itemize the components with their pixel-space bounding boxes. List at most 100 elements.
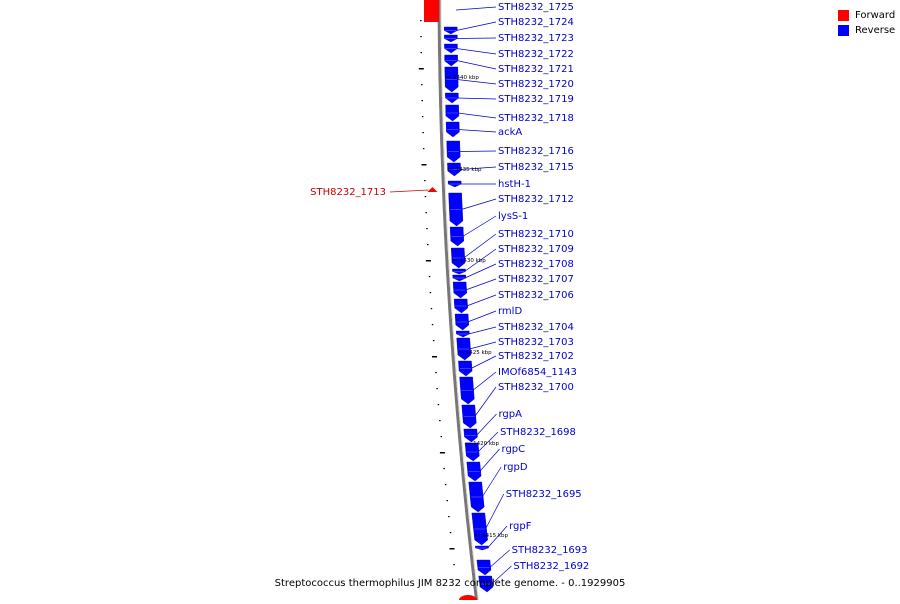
legend-item-forward: Forward [838,8,895,23]
gene-label-leader [389,189,429,193]
gene-label[interactable]: STH8232_1721 [498,64,574,75]
genome-backbone [437,0,478,601]
gene-label[interactable]: IMOf6854_1143 [498,367,577,378]
gene-label[interactable]: STH8232_1719 [498,94,574,105]
gene-label[interactable]: STH8232_1700 [498,382,574,393]
scale-label: 1415 kbp [482,533,508,539]
gene-label[interactable]: STH8232_1693 [512,545,588,556]
scale-label: 1435 kbp [456,167,482,173]
gene-label[interactable]: STH8232_1707 [498,274,574,285]
gene-label[interactable]: STH8232_1692 [513,561,589,572]
gene-label[interactable]: STH8232_1718 [498,113,574,124]
gene-label[interactable]: rmlD [498,306,522,317]
ruler-major-tick [418,68,424,70]
gene-label-leader [463,233,497,259]
ruler-minor-tick [429,292,432,294]
ruler-minor-tick [437,404,440,406]
gene-label-leader [456,37,497,39]
gene-label[interactable]: rgpA [498,409,522,420]
gene-label-leader [461,198,497,210]
gene-label-leader [469,341,497,350]
legend-label-forward: Forward [855,10,896,21]
gene-label-leader [464,248,497,272]
gene-feature-forward[interactable] [459,595,477,604]
ruler-minor-tick [420,20,422,22]
scale-label: 1430 kbp [460,258,486,264]
gene-label-leader [468,326,497,335]
gene-label[interactable]: STH8232_1712 [498,194,574,205]
gene-label[interactable]: STH8232_1695 [506,489,582,500]
gene-label[interactable]: rgpD [503,462,528,473]
gene-label-leader [457,112,497,119]
ruler-minor-tick [425,212,427,214]
reverse-swatch-icon [838,25,849,36]
gene-label[interactable]: STH8232_1713 [310,187,386,198]
gene-label[interactable]: STH8232_1708 [498,259,574,270]
gene-feature-forward[interactable] [427,187,438,192]
ruler-minor-tick [428,276,431,278]
ruler-minor-tick [446,500,448,502]
gene-label-leader [476,413,497,436]
gene-label[interactable]: rgpC [502,444,526,455]
ruler-minor-tick [453,564,455,566]
ruler-minor-tick [449,532,452,534]
ruler-minor-tick [436,388,438,390]
gene-label[interactable]: STH8232_1704 [498,322,574,333]
ruler-minor-tick [440,436,442,438]
gene-label-leader [474,386,497,417]
gene-feature-forward[interactable] [424,0,439,22]
ruler-minor-tick [443,468,445,470]
ruler-major-tick [449,548,455,550]
gene-label-leader [485,493,505,530]
gene-label-leader [456,79,497,85]
ruler-minor-tick [432,340,435,342]
ruler-minor-tick [420,36,422,38]
gene-label[interactable]: STH8232_1715 [498,162,574,173]
gene-label[interactable]: hstH-1 [498,179,531,190]
ruler-major-tick [432,356,437,358]
gene-label-leader [456,21,497,31]
gene-label[interactable]: STH8232_1724 [498,17,574,28]
gene-label-leader [472,371,497,391]
gene-label-leader [467,310,497,323]
gene-label[interactable]: STH8232_1722 [498,49,574,60]
legend-label-reverse: Reverse [855,25,896,36]
gene-label[interactable]: STH8232_1698 [500,427,576,438]
genome-backbone-highlight [440,0,479,601]
ruler-minor-tick [431,324,434,326]
gene-label[interactable]: STH8232_1716 [498,146,574,157]
gene-label-leader [477,431,499,453]
gene-label[interactable]: STH8232_1720 [498,79,574,90]
ruler-minor-tick [448,516,450,518]
map-caption: Streptococcus thermophilus JIM 8232 comp… [274,578,626,589]
ruler-minor-tick [424,196,427,198]
gene-label[interactable]: rgpF [509,521,532,532]
ruler-minor-tick [435,372,437,374]
scale-label: 1425 kbp [466,350,492,356]
gene-label-leader [459,166,497,170]
gene-label[interactable]: ackA [498,127,522,138]
gene-label[interactable]: STH8232_1710 [498,229,574,240]
gene-label-leader [459,150,497,152]
legend: Forward Reverse [838,8,895,38]
gene-label-leader [456,6,497,11]
gene-label-leader [457,97,497,100]
ruler-minor-tick [426,228,428,230]
gene-label[interactable]: STH8232_1702 [498,351,574,362]
gene-label-leader [466,294,497,307]
gene-label-leader [489,549,510,568]
gene-label[interactable]: STH8232_1706 [498,290,574,301]
gene-label[interactable]: lysS-1 [498,211,528,222]
ruler-minor-tick [430,308,433,310]
gene-label-leader [470,355,497,369]
gene-label-leader [487,525,508,549]
gene-label[interactable]: STH8232_1709 [498,244,574,255]
ruler-minor-tick [422,148,425,150]
ruler-minor-tick [420,52,422,54]
gene-label-leader [479,448,500,472]
gene-label[interactable]: STH8232_1703 [498,337,574,348]
gene-label[interactable]: STH8232_1725 [498,2,574,13]
gene-label-leader [491,565,512,585]
ruler-major-tick [425,260,431,262]
gene-label[interactable]: STH8232_1723 [498,33,574,44]
